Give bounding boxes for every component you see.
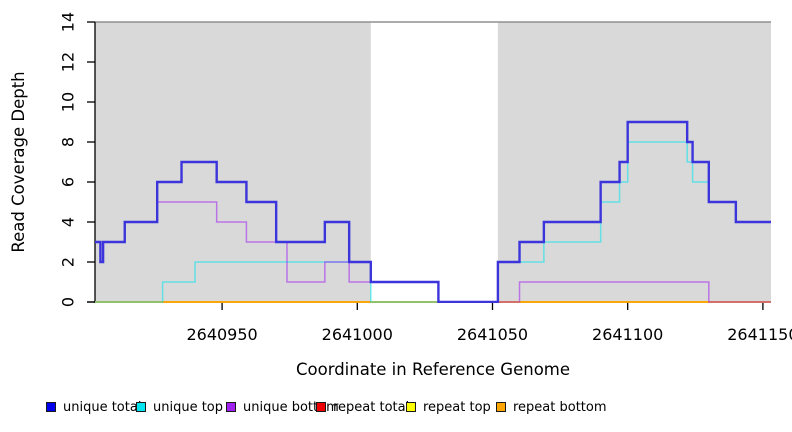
legend-item-unique-top: unique top bbox=[136, 398, 223, 416]
legend-label: unique total bbox=[63, 399, 142, 415]
x-tick-label: 2640950 bbox=[186, 325, 257, 344]
series-lines bbox=[95, 120, 771, 303]
x-tick-label: 2641150 bbox=[727, 325, 792, 344]
y-axis-title: Read Coverage Depth bbox=[9, 71, 28, 252]
legend-label: repeat top bbox=[423, 399, 491, 415]
y-tick-label: 8 bbox=[59, 137, 78, 147]
unique-total-swatch-icon bbox=[46, 402, 56, 412]
repeat-total-swatch-icon bbox=[316, 402, 326, 412]
axis-tick-labels: 0 2 4 6 8 10 12 14 2640950 2641000 2641050 2641100 2… bbox=[59, 12, 792, 344]
legend-label: repeat bottom bbox=[513, 399, 607, 415]
legend-label: unique bottom bbox=[243, 399, 339, 415]
x-axis-title: Coordinate in Reference Genome bbox=[295, 360, 571, 379]
y-tick-label: 2 bbox=[59, 257, 78, 267]
unique-top-swatch-icon bbox=[136, 402, 146, 412]
series-line-unique-total bbox=[95, 120, 771, 303]
x-tick-label: 2641000 bbox=[322, 325, 393, 344]
coverage-chart: 0 2 4 6 8 10 12 14 2640950 2641000 2641050 2641100 2… bbox=[9, 12, 792, 344]
legend-item-repeat-total: repeat total bbox=[316, 398, 409, 416]
legend: unique total unique top unique bottom re… bbox=[0, 398, 792, 420]
x-tick-label: 2641100 bbox=[592, 325, 663, 344]
y-tick-label: 14 bbox=[59, 12, 78, 32]
y-tick-label: 10 bbox=[59, 92, 78, 112]
legend-label: repeat total bbox=[333, 399, 410, 415]
legend-item-repeat-top: repeat top bbox=[406, 398, 491, 416]
axis-ticks bbox=[87, 21, 764, 310]
x-tick-label: 2641050 bbox=[457, 325, 528, 344]
legend-item-unique-bottom: unique bottom bbox=[226, 398, 339, 416]
y-tick-label: 12 bbox=[59, 52, 78, 72]
repeat-top-swatch-icon bbox=[406, 402, 416, 412]
legend-item-unique-total: unique total bbox=[46, 398, 141, 416]
y-tick-label: 0 bbox=[59, 297, 78, 307]
shaded-region bbox=[497, 22, 771, 302]
repeat-bottom-swatch-icon bbox=[496, 402, 506, 412]
legend-item-repeat-bottom: repeat bottom bbox=[496, 398, 607, 416]
shaded-regions bbox=[95, 22, 771, 302]
series-line-unique-top bbox=[95, 141, 771, 303]
unique-bottom-swatch-icon bbox=[226, 402, 236, 412]
legend-label: unique top bbox=[153, 399, 224, 415]
shaded-region bbox=[95, 22, 371, 302]
y-tick-label: 6 bbox=[59, 177, 78, 187]
y-tick-label: 4 bbox=[59, 217, 78, 227]
